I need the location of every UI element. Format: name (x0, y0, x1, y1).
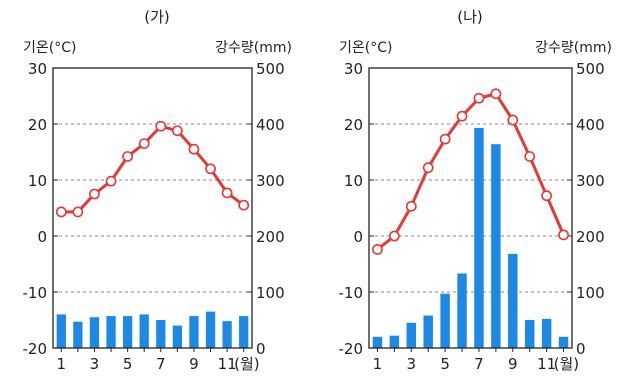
chart-panel-1: (가)기온(°C) 강수량(mm)-20-10010203001002003004… (23, 8, 293, 373)
temperature-point (221, 187, 233, 199)
precip-bar (474, 127, 484, 348)
month-tick-label: 9 (508, 355, 518, 373)
plot-frame (52, 67, 253, 349)
left-axis-title: 기온(°C) (339, 40, 392, 56)
temperature-point (171, 125, 183, 137)
month-tick-label: 1 (57, 355, 67, 373)
temperature-point (238, 199, 250, 211)
month-tick-label: 7 (156, 355, 166, 373)
chart-title: (가) (144, 8, 170, 26)
temperature-point (105, 175, 117, 187)
month-tick-label: 5 (440, 355, 450, 373)
precip-bar (139, 314, 149, 348)
precip-bar (73, 321, 83, 348)
temp-tick-label: -10 (23, 284, 48, 302)
temperature-line (376, 92, 565, 251)
temperature-point (473, 92, 485, 104)
plot-frame (368, 67, 573, 349)
temp-tick-label: -10 (339, 284, 364, 302)
precip-bar (524, 320, 535, 348)
precip-bar (106, 316, 116, 348)
precip-bar (457, 273, 467, 348)
temp-tick-label: 0 (37, 228, 47, 246)
precip-bar (406, 322, 417, 348)
temperature-point (507, 114, 519, 126)
month-tick-label: 11 (537, 355, 556, 373)
precip-tick-label: 500 (576, 60, 605, 78)
chart-title: (나) (457, 8, 483, 26)
temperature-point (89, 188, 100, 200)
precip-bar (491, 144, 501, 348)
precip-bar (389, 335, 400, 348)
precip-tick-label: 400 (256, 116, 285, 134)
precip-bar (440, 293, 450, 348)
precip-tick-label: 500 (256, 60, 285, 78)
temperature-point (541, 190, 553, 202)
month-axis-suffix: (월) (554, 355, 580, 373)
precip-tick-label: 300 (256, 172, 285, 190)
precip-tick-label: 100 (256, 284, 285, 302)
left-axis-title: 기온(°C) (23, 40, 76, 56)
temperature-point (122, 151, 134, 162)
right-axis-title: 강수량(mm) (215, 40, 292, 56)
temperature-point (205, 163, 216, 175)
precip-bar (558, 336, 569, 348)
month-axis-suffix: (월) (234, 355, 260, 373)
temp-tick-label: -20 (339, 340, 364, 358)
temp-tick-label: 20 (28, 116, 47, 134)
temperature-line (61, 124, 245, 214)
month-tick-label: 5 (123, 355, 133, 373)
precip-tick-label: 0 (576, 340, 586, 358)
precip-bar (541, 318, 552, 348)
temp-tick-label: 30 (344, 60, 363, 78)
temp-tick-label: 10 (344, 172, 363, 190)
temperature-point (422, 162, 434, 174)
temperature-point (456, 110, 468, 122)
temperature-point (558, 229, 569, 241)
temp-tick-label: -20 (23, 340, 48, 358)
precip-bar (372, 336, 383, 348)
precip-bar (423, 315, 433, 348)
temp-tick-label: 20 (344, 116, 363, 134)
month-tick-label: 1 (373, 355, 383, 373)
precip-tick-label: 100 (576, 284, 605, 302)
precip-tick-label: 200 (576, 228, 605, 246)
temperature-point (490, 88, 502, 100)
temperature-point (72, 206, 84, 218)
temperature-point (155, 120, 167, 132)
right-axis-title: 강수량(mm) (535, 40, 612, 56)
temp-tick-label: 10 (28, 172, 47, 190)
month-tick-label: 3 (90, 355, 100, 373)
temperature-point (405, 200, 417, 212)
temperature-point (524, 151, 536, 162)
chart-panel-2: (나)기온(°C) 강수량(mm)-20-10010203001002003004… (339, 8, 613, 373)
temperature-point (55, 206, 67, 218)
precip-bar (205, 311, 216, 348)
precip-bar (189, 316, 199, 348)
precip-bar (89, 317, 100, 348)
month-tick-label: 9 (189, 355, 199, 373)
month-tick-label: 7 (474, 355, 484, 373)
temp-tick-label: 0 (353, 228, 363, 246)
temperature-point (372, 244, 383, 255)
precip-tick-label: 300 (576, 172, 605, 190)
temp-tick-label: 30 (28, 60, 47, 78)
precip-bar (508, 253, 518, 348)
precip-bar (222, 321, 232, 348)
precip-tick-label: 0 (256, 340, 266, 358)
temperature-point (138, 138, 150, 149)
precip-bar (122, 316, 133, 348)
month-tick-label: 11 (218, 355, 237, 373)
precip-bar (156, 320, 166, 348)
precip-bar (239, 316, 249, 348)
precip-tick-label: 400 (576, 116, 605, 134)
precip-bar (56, 314, 66, 348)
month-tick-label: 3 (407, 355, 417, 373)
temperature-point (439, 133, 451, 145)
precip-tick-label: 200 (256, 228, 285, 246)
temperature-point (388, 230, 400, 242)
temperature-point (188, 143, 200, 155)
precip-bar (172, 325, 183, 348)
